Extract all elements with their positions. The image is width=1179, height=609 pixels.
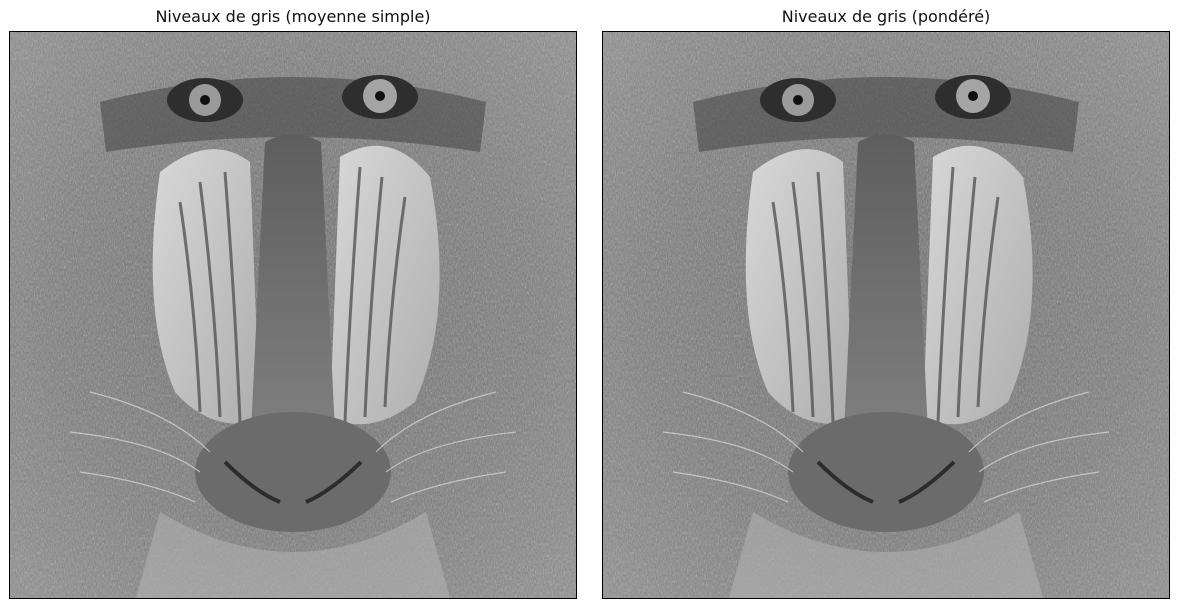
mandrill-image [10, 32, 576, 598]
panel-title: Niveaux de gris (pondéré) [781, 7, 991, 26]
image-frame [9, 31, 577, 599]
image-frame [602, 31, 1170, 599]
panel-weighted: Niveaux de gris (pondéré) [602, 0, 1170, 609]
panel-title: Niveaux de gris (moyenne simple) [155, 7, 431, 26]
mandrill-image [603, 32, 1169, 598]
panel-simple-average: Niveaux de gris (moyenne simple) [9, 0, 577, 609]
